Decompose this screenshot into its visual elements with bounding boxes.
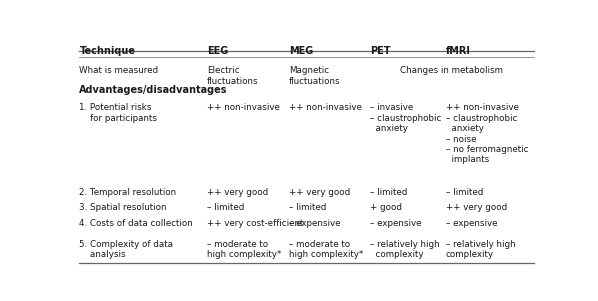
Text: fMRI: fMRI [446,46,471,56]
Text: ++ non-invasive: ++ non-invasive [289,103,362,112]
Text: – limited: – limited [370,188,407,197]
Text: MEG: MEG [289,46,313,56]
Text: ++ very cost-efficient: ++ very cost-efficient [207,219,303,228]
Text: ++ very good: ++ very good [446,203,507,213]
Text: – relatively high
complexity: – relatively high complexity [446,240,515,259]
Text: What is measured: What is measured [80,66,158,75]
Text: Electric
fluctuations: Electric fluctuations [207,66,258,86]
Text: – expensive: – expensive [446,219,497,228]
Text: ++ non-invasive
– claustrophobic
  anxiety
– noise
– no ferromagnetic
  implants: ++ non-invasive – claustrophobic anxiety… [446,103,528,164]
Text: Technique: Technique [80,46,135,56]
Text: – relatively high
  complexity: – relatively high complexity [370,240,440,259]
Text: EEG: EEG [207,46,228,56]
Text: – expensive: – expensive [370,219,422,228]
Text: – moderate to
high complexity*: – moderate to high complexity* [207,240,281,259]
Text: ++ very good: ++ very good [207,188,268,197]
Text: Magnetic
fluctuations: Magnetic fluctuations [289,66,340,86]
Text: 5. Complexity of data
    analysis: 5. Complexity of data analysis [80,240,173,259]
Text: – limited: – limited [289,203,327,213]
Text: 4. Costs of data collection: 4. Costs of data collection [80,219,193,228]
Text: PET: PET [370,46,390,56]
Text: ++ non-invasive: ++ non-invasive [207,103,280,112]
Text: 1. Potential risks
    for participants: 1. Potential risks for participants [80,103,157,123]
Text: Changes in metabolism: Changes in metabolism [400,66,504,75]
Text: 2. Temporal resolution: 2. Temporal resolution [80,188,176,197]
Text: + good: + good [370,203,402,213]
Text: – limited: – limited [446,188,483,197]
Text: Advantages/disadvantages: Advantages/disadvantages [80,85,228,95]
Text: ++ very good: ++ very good [289,188,350,197]
Text: – expensive: – expensive [289,219,340,228]
Text: – moderate to
high complexity*: – moderate to high complexity* [289,240,363,259]
Text: – invasive
– claustrophobic
  anxiety: – invasive – claustrophobic anxiety [370,103,441,133]
Text: 3. Spatial resolution: 3. Spatial resolution [80,203,167,213]
Text: – limited: – limited [207,203,244,213]
